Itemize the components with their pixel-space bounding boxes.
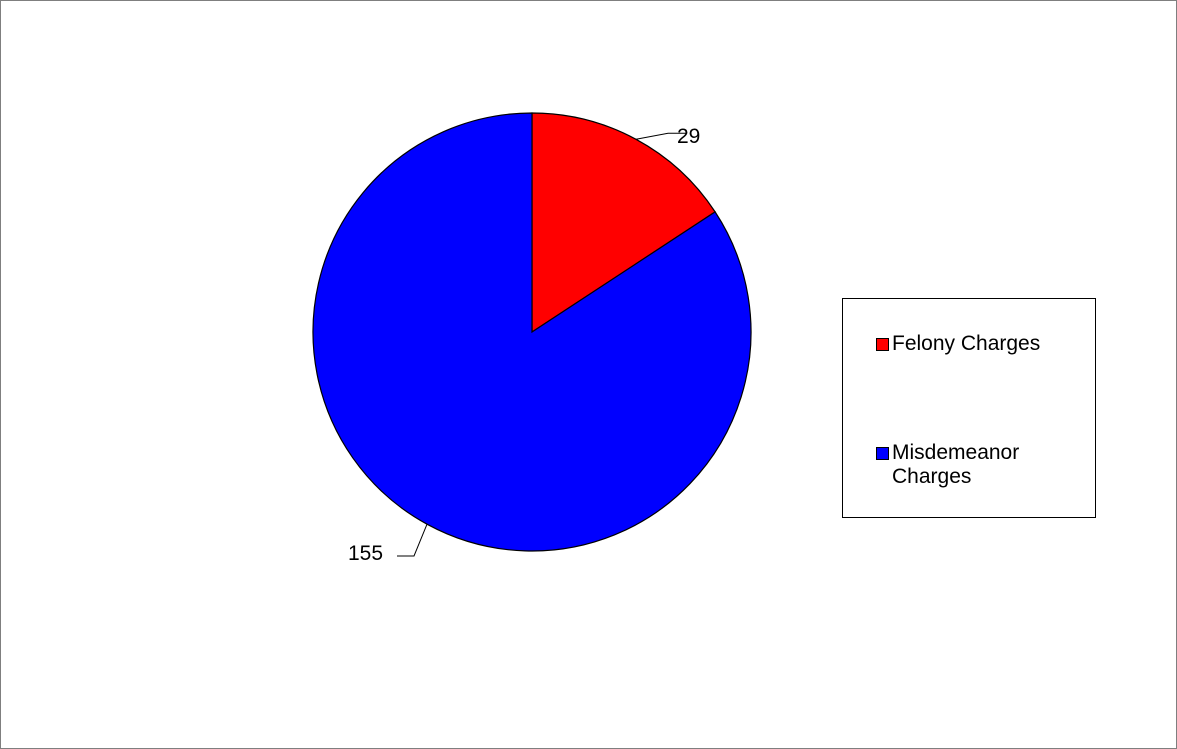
data-label-felony: 29 xyxy=(677,125,700,148)
legend-swatch-felony xyxy=(876,338,889,351)
leader-lines xyxy=(397,132,687,557)
legend: Felony Charges Misdemeanor Charges xyxy=(842,298,1096,518)
legend-swatch-misdemeanor xyxy=(876,447,889,460)
leader-line-misdemeanor xyxy=(397,524,428,557)
legend-item-felony: Felony Charges xyxy=(876,332,1062,356)
pie-slices xyxy=(312,112,752,552)
data-label-misdemeanor: 155 xyxy=(348,542,383,565)
leader-line-felony xyxy=(635,132,687,140)
legend-label-misdemeanor: Misdemeanor Charges xyxy=(892,441,1020,488)
pie-slice-misdemeanor xyxy=(312,112,752,552)
legend-label-felony: Felony Charges xyxy=(892,332,1041,355)
data-labels: 29 155 xyxy=(348,125,700,565)
legend-item-misdemeanor: Misdemeanor Charges xyxy=(876,441,1062,489)
